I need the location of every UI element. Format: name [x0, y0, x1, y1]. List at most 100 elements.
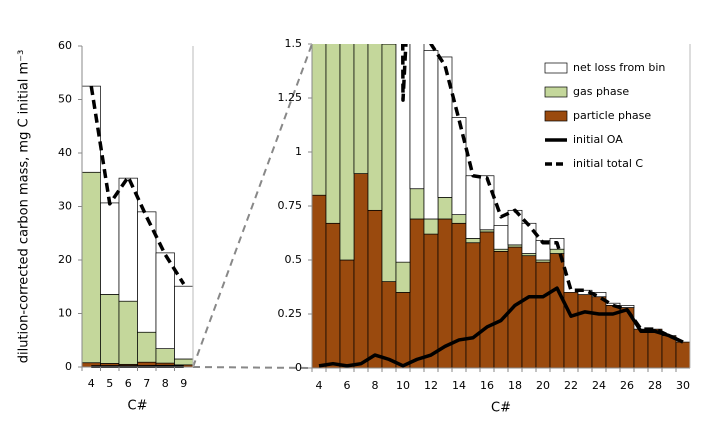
bar-segment: [155, 348, 175, 364]
bar-segment: [100, 294, 120, 364]
y-tick-label: 10: [58, 307, 72, 320]
bar-segment: [437, 56, 453, 198]
line: [318, 286, 684, 368]
legend-swatch: [544, 110, 568, 122]
bar-segment: [577, 294, 593, 369]
bar-segment: [619, 305, 635, 308]
y-tick-label: 1.5: [285, 37, 303, 50]
bar-segment: [339, 259, 355, 369]
legend-label: net loss from bin: [573, 61, 665, 74]
bar-segment: [82, 171, 101, 364]
y-axis-label: dilution-corrected carbon mass, mg C ini…: [17, 50, 32, 364]
bar-segment: [339, 44, 355, 261]
x-tick-label: 8: [372, 379, 379, 392]
legend-swatch: [544, 62, 568, 74]
x-tick-label: 4: [88, 377, 95, 390]
bar-segment: [381, 44, 397, 45]
bar-segment: [423, 218, 439, 235]
bar-segment: [312, 194, 327, 369]
bar-segment: [395, 261, 411, 293]
y-tick-label: 50: [58, 93, 72, 106]
bar-segment: [155, 252, 175, 349]
x-tick-label: 26: [620, 379, 634, 392]
bar-segment: [661, 335, 677, 369]
y-tick-label: 1.25: [278, 91, 303, 104]
bar-segment: [118, 177, 138, 302]
bar-segment: [549, 248, 565, 254]
bar-segment: [493, 225, 509, 250]
bar-segment: [118, 300, 138, 365]
zoom-line: [192, 43, 313, 368]
bar-segment: [465, 238, 481, 244]
bar-segment: [312, 44, 327, 196]
bar-segment: [647, 328, 663, 369]
y-tick-label: 0: [295, 361, 302, 374]
x-tick-label: 7: [143, 377, 150, 390]
bar-segment: [325, 44, 341, 224]
bar-segment: [423, 50, 439, 220]
plot-area: [312, 44, 690, 369]
zoom-line: [192, 366, 313, 369]
x-axis-label: C#: [491, 401, 511, 416]
x-tick-label: 12: [424, 379, 438, 392]
x-tick-label: 18: [508, 379, 522, 392]
dashed-line: [400, 44, 684, 344]
bar-segment: [437, 197, 453, 220]
x-tick-label: 28: [648, 379, 662, 392]
y-tick-label: 0.75: [278, 199, 303, 212]
bar-segment: [409, 218, 425, 369]
y-tick-label: 1: [295, 145, 302, 158]
bar-segment: [367, 209, 383, 369]
x-tick-label: 20: [536, 379, 550, 392]
legend-label: initial total C: [573, 157, 643, 170]
bar-segment: [353, 44, 369, 174]
bar-segment: [633, 328, 649, 369]
bar-segment: [381, 281, 397, 369]
x-tick-label: 22: [564, 379, 578, 392]
bar-segment: [325, 222, 341, 369]
bar-segment: [367, 44, 383, 211]
legend-label: particle phase: [573, 109, 651, 122]
bar-segment: [591, 296, 607, 369]
bar-segment: [521, 255, 537, 369]
x-tick-label: 10: [396, 379, 410, 392]
y-tick-label: 40: [58, 146, 72, 159]
bar-segment: [409, 188, 425, 220]
bar-segment: [549, 253, 565, 369]
x-tick-label: 8: [162, 377, 169, 390]
legend-label: gas phase: [573, 85, 629, 98]
x-tick-label: 9: [180, 377, 187, 390]
legend-label: initial OA: [573, 133, 623, 146]
bar-segment: [423, 233, 439, 369]
bar-segment: [381, 44, 397, 282]
bar-segment: [395, 44, 411, 263]
x-tick-label: 14: [452, 379, 466, 392]
bar-segment: [137, 331, 157, 363]
dashed-line: [89, 85, 186, 286]
bar-segment: [395, 292, 411, 369]
y-tick-label: 0.5: [285, 253, 303, 266]
bar-segment: [465, 242, 481, 369]
bar-segment: [479, 231, 495, 369]
plot-area: [82, 85, 193, 368]
x-tick-label: 4: [316, 379, 323, 392]
bar-segment: [493, 251, 509, 369]
bar-segment: [451, 214, 467, 224]
bar-segment: [479, 175, 495, 231]
bar-segment: [521, 222, 537, 254]
x-axis-label: C#: [128, 399, 148, 414]
bar-segment: [465, 175, 481, 239]
y-tick-label: 20: [58, 253, 72, 266]
y-tick-label: 0.25: [278, 307, 303, 320]
bar-segment: [451, 222, 467, 369]
x-tick-label: 6: [344, 379, 351, 392]
x-tick-label: 16: [480, 379, 494, 392]
y-tick-label: 30: [58, 200, 72, 213]
x-tick-label: 5: [106, 377, 113, 390]
bar-segment: [409, 44, 425, 190]
x-tick-label: 30: [676, 379, 690, 392]
bar-segment: [675, 341, 690, 369]
y-tick-label: 0: [65, 360, 72, 373]
bar-segment: [100, 202, 120, 295]
